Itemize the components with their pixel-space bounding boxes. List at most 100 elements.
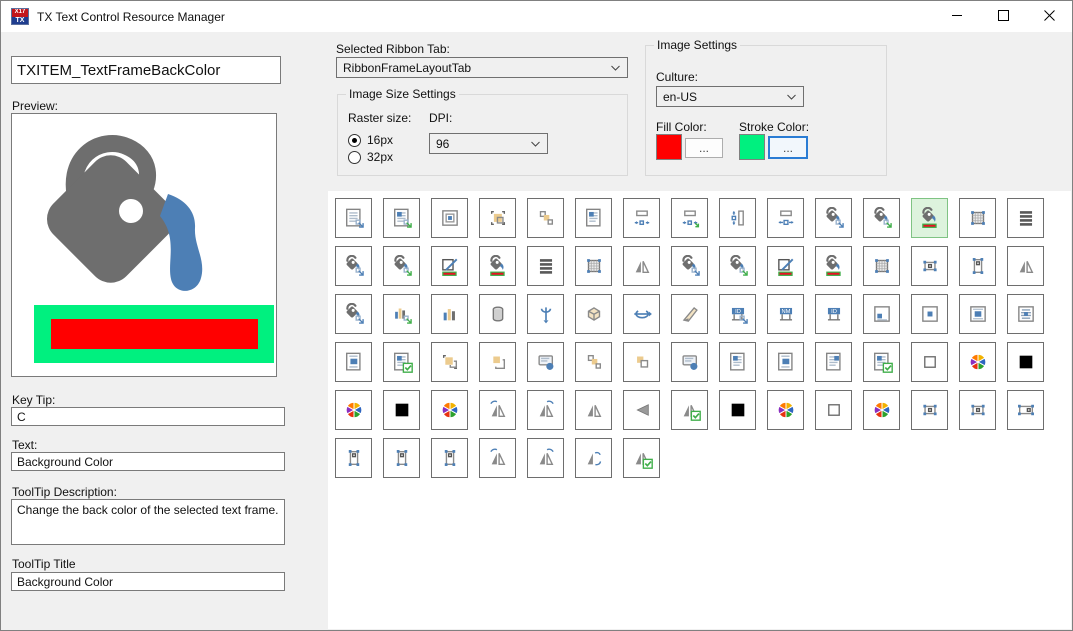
- icon-button-frame-text-right[interactable]: [815, 342, 852, 382]
- icon-button-frame-check[interactable]: [863, 342, 900, 382]
- icon-button-pen-bordercolor[interactable]: [767, 246, 804, 286]
- icon-button-sign-id[interactable]: ID: [815, 294, 852, 334]
- ribbon-tab-combobox[interactable]: RibbonFrameLayoutTab: [336, 57, 628, 78]
- icon-button-cone-3d[interactable]: [671, 294, 708, 334]
- icon-button-color-wheel[interactable]: [863, 390, 900, 430]
- icon-button-callout-dot[interactable]: [671, 342, 708, 382]
- icon-button-bucket-apply[interactable]: [719, 246, 756, 286]
- icon-button-bucket-apply[interactable]: [383, 246, 420, 286]
- icon-button-flip-check[interactable]: [623, 438, 660, 478]
- raster-16px-radio[interactable]: 16px: [348, 133, 393, 147]
- icon-button-anchor-v[interactable]: [383, 438, 420, 478]
- icon-button-black-square[interactable]: [383, 390, 420, 430]
- icon-button-white-square[interactable]: [911, 342, 948, 382]
- close-button[interactable]: [1026, 1, 1072, 32]
- icon-button-color-wheel[interactable]: [335, 390, 372, 430]
- icon-button-flip-s[interactable]: [575, 438, 612, 478]
- icon-button-height-v[interactable]: [719, 198, 756, 238]
- item-name-input[interactable]: TXITEM_TextFrameBackColor: [11, 56, 281, 84]
- maximize-button[interactable]: [980, 1, 1026, 32]
- icon-button-callout-dot[interactable]: [527, 342, 564, 382]
- icon-button-bucket-paste[interactable]: [335, 294, 372, 334]
- icon-button-flip-left[interactable]: [479, 438, 516, 478]
- icon-button-flip-left[interactable]: [479, 390, 516, 430]
- icon-button-cube-3d[interactable]: [575, 294, 612, 334]
- icon-button-chart[interactable]: [431, 294, 468, 334]
- key-tip-input[interactable]: C: [11, 407, 285, 426]
- icon-button-spacing-h[interactable]: [767, 198, 804, 238]
- icon-button-width-h-apply[interactable]: [671, 198, 708, 238]
- icon-button-flip-shape[interactable]: [623, 246, 660, 286]
- icon-button-bucket-backcolor[interactable]: [479, 246, 516, 286]
- tooltip-title-input[interactable]: Background Color: [11, 572, 285, 591]
- icon-button-rotate-x[interactable]: [623, 294, 660, 334]
- dpi-combobox[interactable]: 96: [429, 133, 548, 154]
- icon-button-color-wheel[interactable]: [959, 342, 996, 382]
- stroke-color-swatch[interactable]: [739, 134, 765, 160]
- fill-color-swatch[interactable]: [656, 134, 682, 160]
- icon-button-text-lines[interactable]: [527, 246, 564, 286]
- icon-button-anchor-v[interactable]: [335, 438, 372, 478]
- icon-button-color-wheel[interactable]: [431, 390, 468, 430]
- icon-button-flip-right[interactable]: [527, 390, 564, 430]
- icon-button-sign-id-paste[interactable]: ID: [719, 294, 756, 334]
- icon-button-anchor-h[interactable]: [911, 390, 948, 430]
- icon-button-sign-nm[interactable]: NM: [767, 294, 804, 334]
- icon-button-cylinder-3d[interactable]: [479, 294, 516, 334]
- culture-combobox[interactable]: en-US: [656, 86, 804, 107]
- icon-button-frame-text-center[interactable]: [767, 342, 804, 382]
- icon-button-rotate-y[interactable]: [527, 294, 564, 334]
- icon-button-hatch-frame[interactable]: [959, 198, 996, 238]
- icon-button-anchor-h[interactable]: [959, 390, 996, 430]
- icon-button-frame-box[interactable]: [431, 198, 468, 238]
- raster-32px-radio[interactable]: 32px: [348, 150, 393, 164]
- icon-button-flip-check[interactable]: [671, 390, 708, 430]
- icon-button-square-backward[interactable]: [479, 342, 516, 382]
- text-label: Text:: [12, 438, 38, 452]
- icon-button-pen-bordercolor[interactable]: [431, 246, 468, 286]
- icon-button-hatch-frame[interactable]: [575, 246, 612, 286]
- icon-button-bucket-apply[interactable]: [863, 198, 900, 238]
- minimize-button[interactable]: [934, 1, 980, 32]
- icon-button-white-square[interactable]: [815, 390, 852, 430]
- text-input[interactable]: Background Color: [11, 452, 285, 471]
- icon-button-squares-two[interactable]: [623, 342, 660, 382]
- icon-button-width-h[interactable]: [623, 198, 660, 238]
- icon-button-bucket-backcolor[interactable]: [815, 246, 852, 286]
- icon-button-color-wheel[interactable]: [767, 390, 804, 430]
- icon-button-bucket-paste[interactable]: [815, 198, 852, 238]
- icon-button-frame-text[interactable]: [719, 342, 756, 382]
- icon-button-chart-apply[interactable]: [383, 294, 420, 334]
- icon-button-bucket-backcolor[interactable]: [911, 198, 948, 238]
- fill-color-browse-button[interactable]: ...: [685, 138, 723, 158]
- icon-button-frame-block-bl[interactable]: [863, 294, 900, 334]
- icon-button-text-lines[interactable]: [1007, 198, 1044, 238]
- icon-button-anchor-v[interactable]: [431, 438, 468, 478]
- icon-button-square-forward[interactable]: [431, 342, 468, 382]
- icon-button-squares-arrange[interactable]: [527, 198, 564, 238]
- icon-button-frame-justify[interactable]: [1007, 294, 1044, 334]
- icon-button-flip-shape[interactable]: [575, 390, 612, 430]
- icon-button-anchor-v[interactable]: [959, 246, 996, 286]
- icon-button-flip-shape[interactable]: [1007, 246, 1044, 286]
- icon-button-anchor-wide[interactable]: [1007, 390, 1044, 430]
- icon-button-frame-text-center[interactable]: [335, 342, 372, 382]
- icon-button-frame-paste[interactable]: [335, 198, 372, 238]
- icon-button-hatch-frame[interactable]: [863, 246, 900, 286]
- stroke-color-browse-button[interactable]: ...: [768, 136, 808, 159]
- icon-button-flip-right[interactable]: [527, 438, 564, 478]
- icon-button-squares-arrange[interactable]: [575, 342, 612, 382]
- icon-button-triangle-left[interactable]: [623, 390, 660, 430]
- icon-button-black-square[interactable]: [1007, 342, 1044, 382]
- icon-button-frame-block-fill[interactable]: [959, 294, 996, 334]
- tooltip-description-input[interactable]: Change the back color of the selected te…: [11, 499, 285, 545]
- icon-button-anchor-h[interactable]: [911, 246, 948, 286]
- icon-button-frame-text[interactable]: [575, 198, 612, 238]
- icon-button-frame-check[interactable]: [383, 342, 420, 382]
- icon-button-frame-apply[interactable]: [383, 198, 420, 238]
- icon-button-bucket-paste[interactable]: [335, 246, 372, 286]
- icon-button-square-bounds[interactable]: [479, 198, 516, 238]
- icon-button-bucket-paste[interactable]: [671, 246, 708, 286]
- icon-button-black-square[interactable]: [719, 390, 756, 430]
- icon-button-frame-block-center[interactable]: [911, 294, 948, 334]
